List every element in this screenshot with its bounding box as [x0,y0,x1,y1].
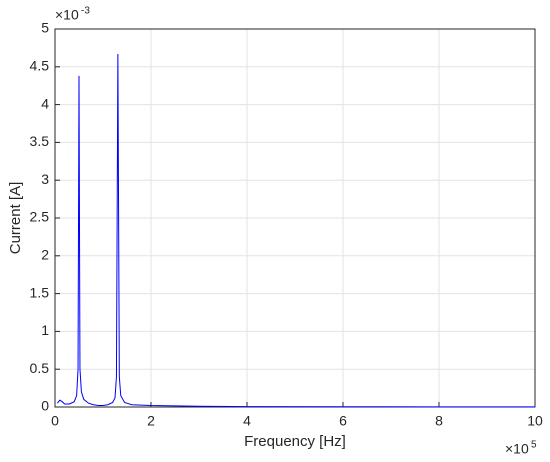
y-tick-label: 4.5 [30,58,50,74]
y-tick-label: 5 [41,20,49,36]
y-tick-label: 3 [41,171,49,187]
x-axis-label: Frequency [Hz] [244,433,346,450]
y-tick-label: 1 [41,322,49,338]
y-tick-label: 0.5 [30,360,50,376]
y-axis-label: Current [A] [7,182,24,255]
x-tick-label: 10 [527,413,543,429]
data-line [57,53,535,408]
y-tick-label: 1.5 [30,284,50,300]
y-tick-label: 3.5 [30,133,50,149]
x-multiplier-exponent: 5 [531,440,537,451]
y-tick-label: 0 [41,398,49,414]
x-tick-label: 0 [51,413,59,429]
x-tick-label: 6 [339,413,347,429]
x-multiplier: ×10 [505,441,529,457]
y-multiplier: ×10 [55,7,79,23]
x-tick-label: 8 [435,413,443,429]
x-tick-label: 4 [243,413,251,429]
y-tick-label: 2 [41,247,49,263]
x-tick-label: 2 [147,413,155,429]
y-multiplier-exponent: -3 [81,6,90,17]
y-tick-label: 2.5 [30,209,50,225]
y-tick-label: 4 [41,95,49,111]
